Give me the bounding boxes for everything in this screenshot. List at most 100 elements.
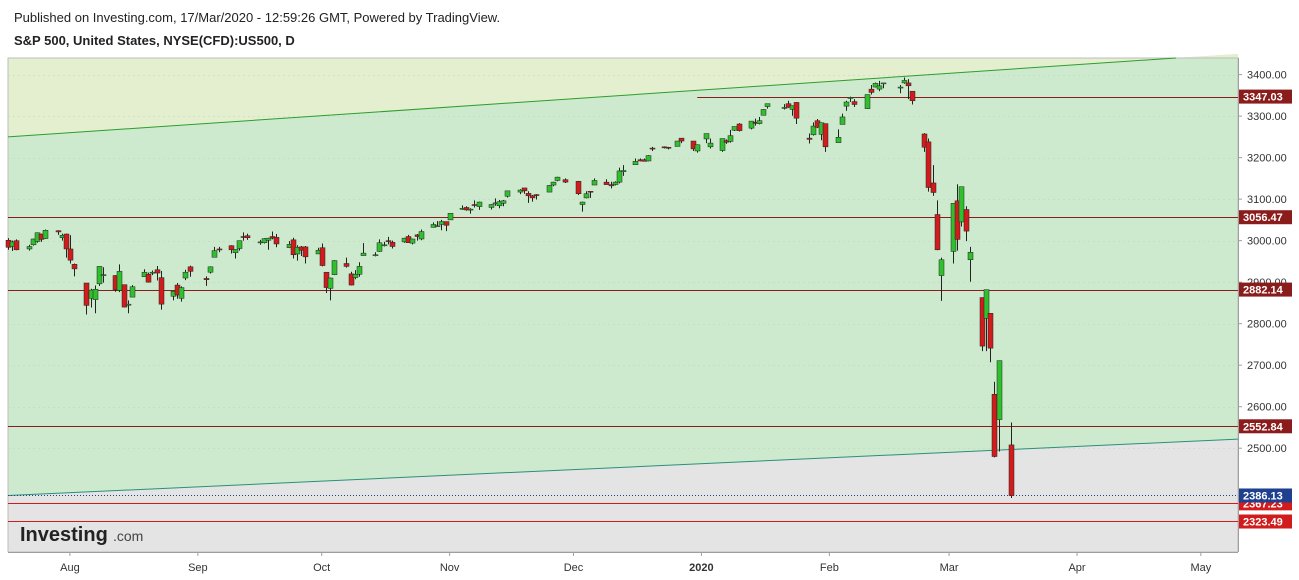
candle[interactable]	[550, 181, 557, 187]
candle[interactable]	[958, 186, 965, 227]
candle[interactable]	[467, 208, 474, 214]
candle[interactable]	[443, 221, 450, 232]
candle-body[interactable]	[207, 266, 214, 273]
candle[interactable]	[352, 270, 359, 280]
candle[interactable]	[979, 297, 986, 352]
candle-body[interactable]	[302, 246, 309, 258]
candle[interactable]	[13, 239, 20, 251]
candle[interactable]	[901, 77, 908, 84]
candle-body[interactable]	[707, 142, 714, 148]
candle-body[interactable]	[897, 86, 904, 89]
candle-body[interactable]	[847, 97, 854, 99]
candle-body[interactable]	[211, 250, 218, 258]
candle-body[interactable]	[67, 248, 74, 261]
candle[interactable]	[381, 241, 388, 247]
candle[interactable]	[996, 360, 1003, 452]
candle-body[interactable]	[934, 214, 941, 251]
candle-body[interactable]	[71, 264, 78, 270]
candle-body[interactable]	[591, 180, 598, 186]
candle-body[interactable]	[554, 176, 561, 181]
candle-body[interactable]	[546, 185, 553, 193]
price-axis[interactable]: 2500.002600.002700.002800.002900.003000.…	[1238, 58, 1299, 552]
candle[interactable]	[905, 79, 912, 100]
candle[interactable]	[504, 190, 511, 198]
candle[interactable]	[348, 271, 355, 286]
candle-body[interactable]	[694, 144, 701, 152]
candle[interactable]	[731, 126, 738, 132]
candle[interactable]	[261, 238, 268, 244]
candle[interactable]	[897, 84, 904, 94]
candle[interactable]	[835, 129, 842, 143]
candle-body[interactable]	[930, 182, 937, 193]
candle[interactable]	[847, 96, 854, 103]
candle-body[interactable]	[909, 90, 916, 102]
candle[interactable]	[331, 260, 338, 276]
candle-body[interactable]	[810, 125, 817, 136]
candle[interactable]	[864, 94, 871, 110]
candle[interactable]	[96, 266, 103, 286]
candle-body[interactable]	[500, 200, 507, 204]
candle-body[interactable]	[372, 254, 379, 257]
candle-body[interactable]	[360, 252, 367, 256]
candle[interactable]	[806, 133, 813, 144]
candle-body[interactable]	[756, 120, 763, 124]
candle-body[interactable]	[42, 230, 49, 239]
candle-body[interactable]	[438, 221, 445, 225]
candle-body[interactable]	[665, 147, 672, 149]
candle-body[interactable]	[55, 230, 62, 233]
candle-body[interactable]	[125, 303, 132, 306]
time-axis[interactable]: Aug Sep Oct Nov Dec 2020 Feb Mar Apr May	[0, 552, 1299, 580]
candle[interactable]	[71, 263, 78, 277]
candle-body[interactable]	[967, 252, 974, 261]
candle[interactable]	[100, 267, 107, 283]
candle-body[interactable]	[348, 273, 355, 286]
candle-body[interactable]	[476, 201, 483, 207]
candle-body[interactable]	[963, 209, 970, 232]
candle-body[interactable]	[331, 260, 338, 275]
candle[interactable]	[265, 237, 272, 250]
candle-body[interactable]	[731, 126, 738, 131]
candle-body[interactable]	[261, 238, 268, 243]
candle[interactable]	[934, 200, 941, 251]
candle-body[interactable]	[467, 208, 474, 211]
candle[interactable]	[228, 245, 235, 254]
candle[interactable]	[562, 178, 569, 183]
candle-body[interactable]	[905, 82, 912, 87]
candle[interactable]	[244, 233, 251, 240]
candle-body[interactable]	[343, 263, 350, 267]
candle[interactable]	[583, 191, 590, 199]
candle[interactable]	[211, 246, 218, 258]
candle[interactable]	[129, 285, 136, 298]
candle-body[interactable]	[376, 242, 383, 252]
candle-body[interactable]	[851, 101, 858, 105]
candle[interactable]	[843, 100, 850, 111]
candle-body[interactable]	[843, 101, 850, 107]
candle-body[interactable]	[418, 231, 425, 240]
candle-body[interactable]	[579, 201, 586, 205]
candle-body[interactable]	[352, 274, 359, 278]
candle-body[interactable]	[835, 137, 842, 143]
candle[interactable]	[756, 116, 763, 125]
candle[interactable]	[447, 213, 454, 221]
candle[interactable]	[121, 284, 128, 308]
candle-body[interactable]	[228, 245, 235, 251]
candle[interactable]	[748, 120, 755, 130]
candle-body[interactable]	[921, 133, 928, 148]
candle[interactable]	[42, 229, 49, 239]
candle-body[interactable]	[864, 94, 871, 109]
candle-body[interactable]	[979, 297, 986, 347]
candle-body[interactable]	[620, 170, 627, 172]
candle[interactable]	[216, 246, 223, 253]
candle[interactable]	[909, 90, 916, 105]
candle[interactable]	[273, 234, 280, 248]
candle[interactable]	[434, 221, 441, 227]
candle-body[interactable]	[872, 83, 879, 88]
candle[interactable]	[587, 191, 594, 198]
candle-body[interactable]	[381, 244, 388, 247]
candle-body[interactable]	[719, 138, 726, 151]
candle-body[interactable]	[236, 240, 243, 249]
candle[interactable]	[579, 201, 586, 212]
candle[interactable]	[554, 176, 561, 182]
candle-body[interactable]	[839, 116, 846, 125]
